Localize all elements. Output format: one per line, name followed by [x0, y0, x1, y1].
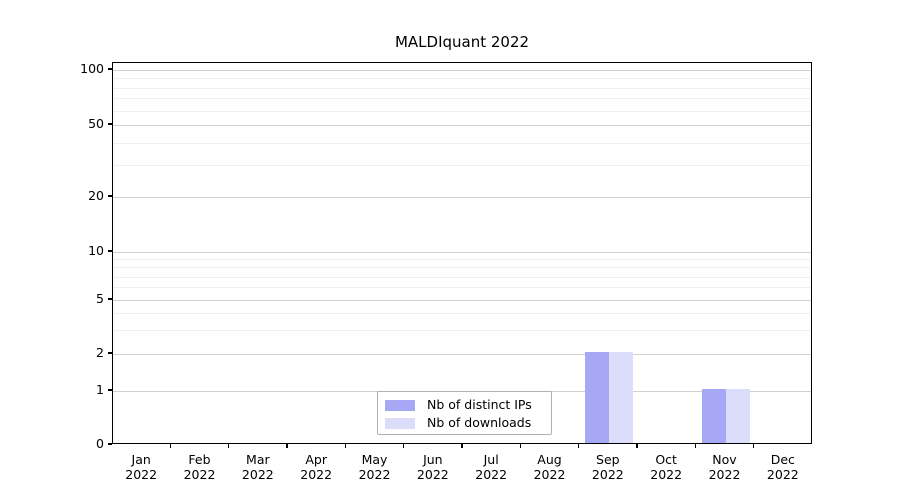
gridline-minor [113, 110, 811, 112]
x-tick-mark [752, 444, 755, 448]
bar-distinct-ips-8 [584, 352, 609, 443]
y-tick-label: 5 [96, 290, 104, 306]
gridline-minor [113, 142, 811, 144]
gridline-major [113, 70, 811, 71]
gridline-minor [113, 165, 811, 167]
chart-title: MALDIquant 2022 [394, 33, 530, 51]
x-tick-mark [344, 444, 347, 448]
gridline-minor [113, 287, 811, 289]
plot-area [112, 62, 812, 444]
gridline-minor [113, 87, 811, 89]
gridline-minor [113, 330, 811, 332]
gridline-major [113, 300, 811, 301]
gridline-minor [113, 267, 811, 269]
x-tick-mark [402, 444, 405, 448]
x-tick-label: Jun 2022 [416, 452, 449, 482]
y-tick-mark [108, 352, 112, 354]
y-tick-mark [108, 123, 112, 125]
y-tick-label: 10 [88, 242, 104, 258]
legend-swatch-icon-downloads [385, 417, 415, 429]
y-tick-label: 0 [96, 435, 104, 451]
y-tick-mark [108, 250, 112, 252]
x-tick-label: Oct 2022 [650, 452, 683, 482]
x-tick-mark [169, 444, 172, 448]
legend-swatch-icon-distinct-ips [385, 399, 415, 411]
legend-label-distinct-ips: Nb of distinct IPs [427, 396, 532, 412]
y-tick-label: 1 [96, 381, 104, 397]
y-tick-mark [108, 195, 112, 197]
chart-legend: Nb of distinct IPs Nb of downloads [377, 391, 552, 435]
gridline-minor [113, 259, 811, 261]
x-tick-mark [694, 444, 697, 448]
y-tick-mark [108, 298, 112, 300]
legend-item-downloads[interactable]: Nb of downloads [385, 415, 544, 431]
x-tick-mark [577, 444, 580, 448]
y-tick-mark [108, 389, 112, 391]
x-tick-label: Feb 2022 [183, 452, 216, 482]
x-tick-label: May 2022 [358, 452, 391, 482]
gridline-minor [113, 313, 811, 315]
legend-item-distinct-ips[interactable]: Nb of distinct IPs [385, 397, 544, 413]
x-tick-mark [461, 444, 463, 448]
y-tick-label: 50 [88, 115, 104, 131]
gridline-major [113, 252, 811, 253]
x-tick-mark [519, 444, 522, 448]
gridline-major [113, 197, 811, 198]
x-tick-label: Nov 2022 [708, 452, 741, 482]
gridline-minor [113, 78, 811, 80]
bar-downloads-8 [608, 352, 633, 443]
x-tick-label: Mar 2022 [241, 452, 274, 482]
gridline-minor [113, 98, 811, 100]
legend-label-downloads: Nb of downloads [427, 414, 532, 430]
gridline-major [113, 125, 811, 126]
y-axis: 0 1 2 5 10 20 50 100 [58, 0, 104, 500]
y-tick-label: 2 [96, 344, 104, 360]
y-tick-mark [108, 443, 112, 445]
y-tick-mark [108, 68, 112, 70]
gridline-major [113, 354, 811, 355]
y-tick-label: 20 [88, 187, 104, 203]
x-tick-label: Apr 2022 [300, 452, 333, 482]
x-tick-label: Aug 2022 [533, 452, 566, 482]
gridline-minor [113, 276, 811, 278]
x-tick-mark [636, 444, 638, 448]
x-tick-label: Jul 2022 [475, 452, 508, 482]
x-tick-label: Jan 2022 [125, 452, 158, 482]
x-tick-mark [227, 444, 230, 448]
x-tick-mark [286, 444, 288, 448]
y-tick-label: 100 [80, 60, 104, 76]
x-tick-label: Dec 2022 [766, 452, 799, 482]
bar-distinct-ips-10 [701, 389, 726, 443]
x-tick-label: Sep 2022 [591, 452, 624, 482]
bar-downloads-10 [725, 389, 750, 443]
